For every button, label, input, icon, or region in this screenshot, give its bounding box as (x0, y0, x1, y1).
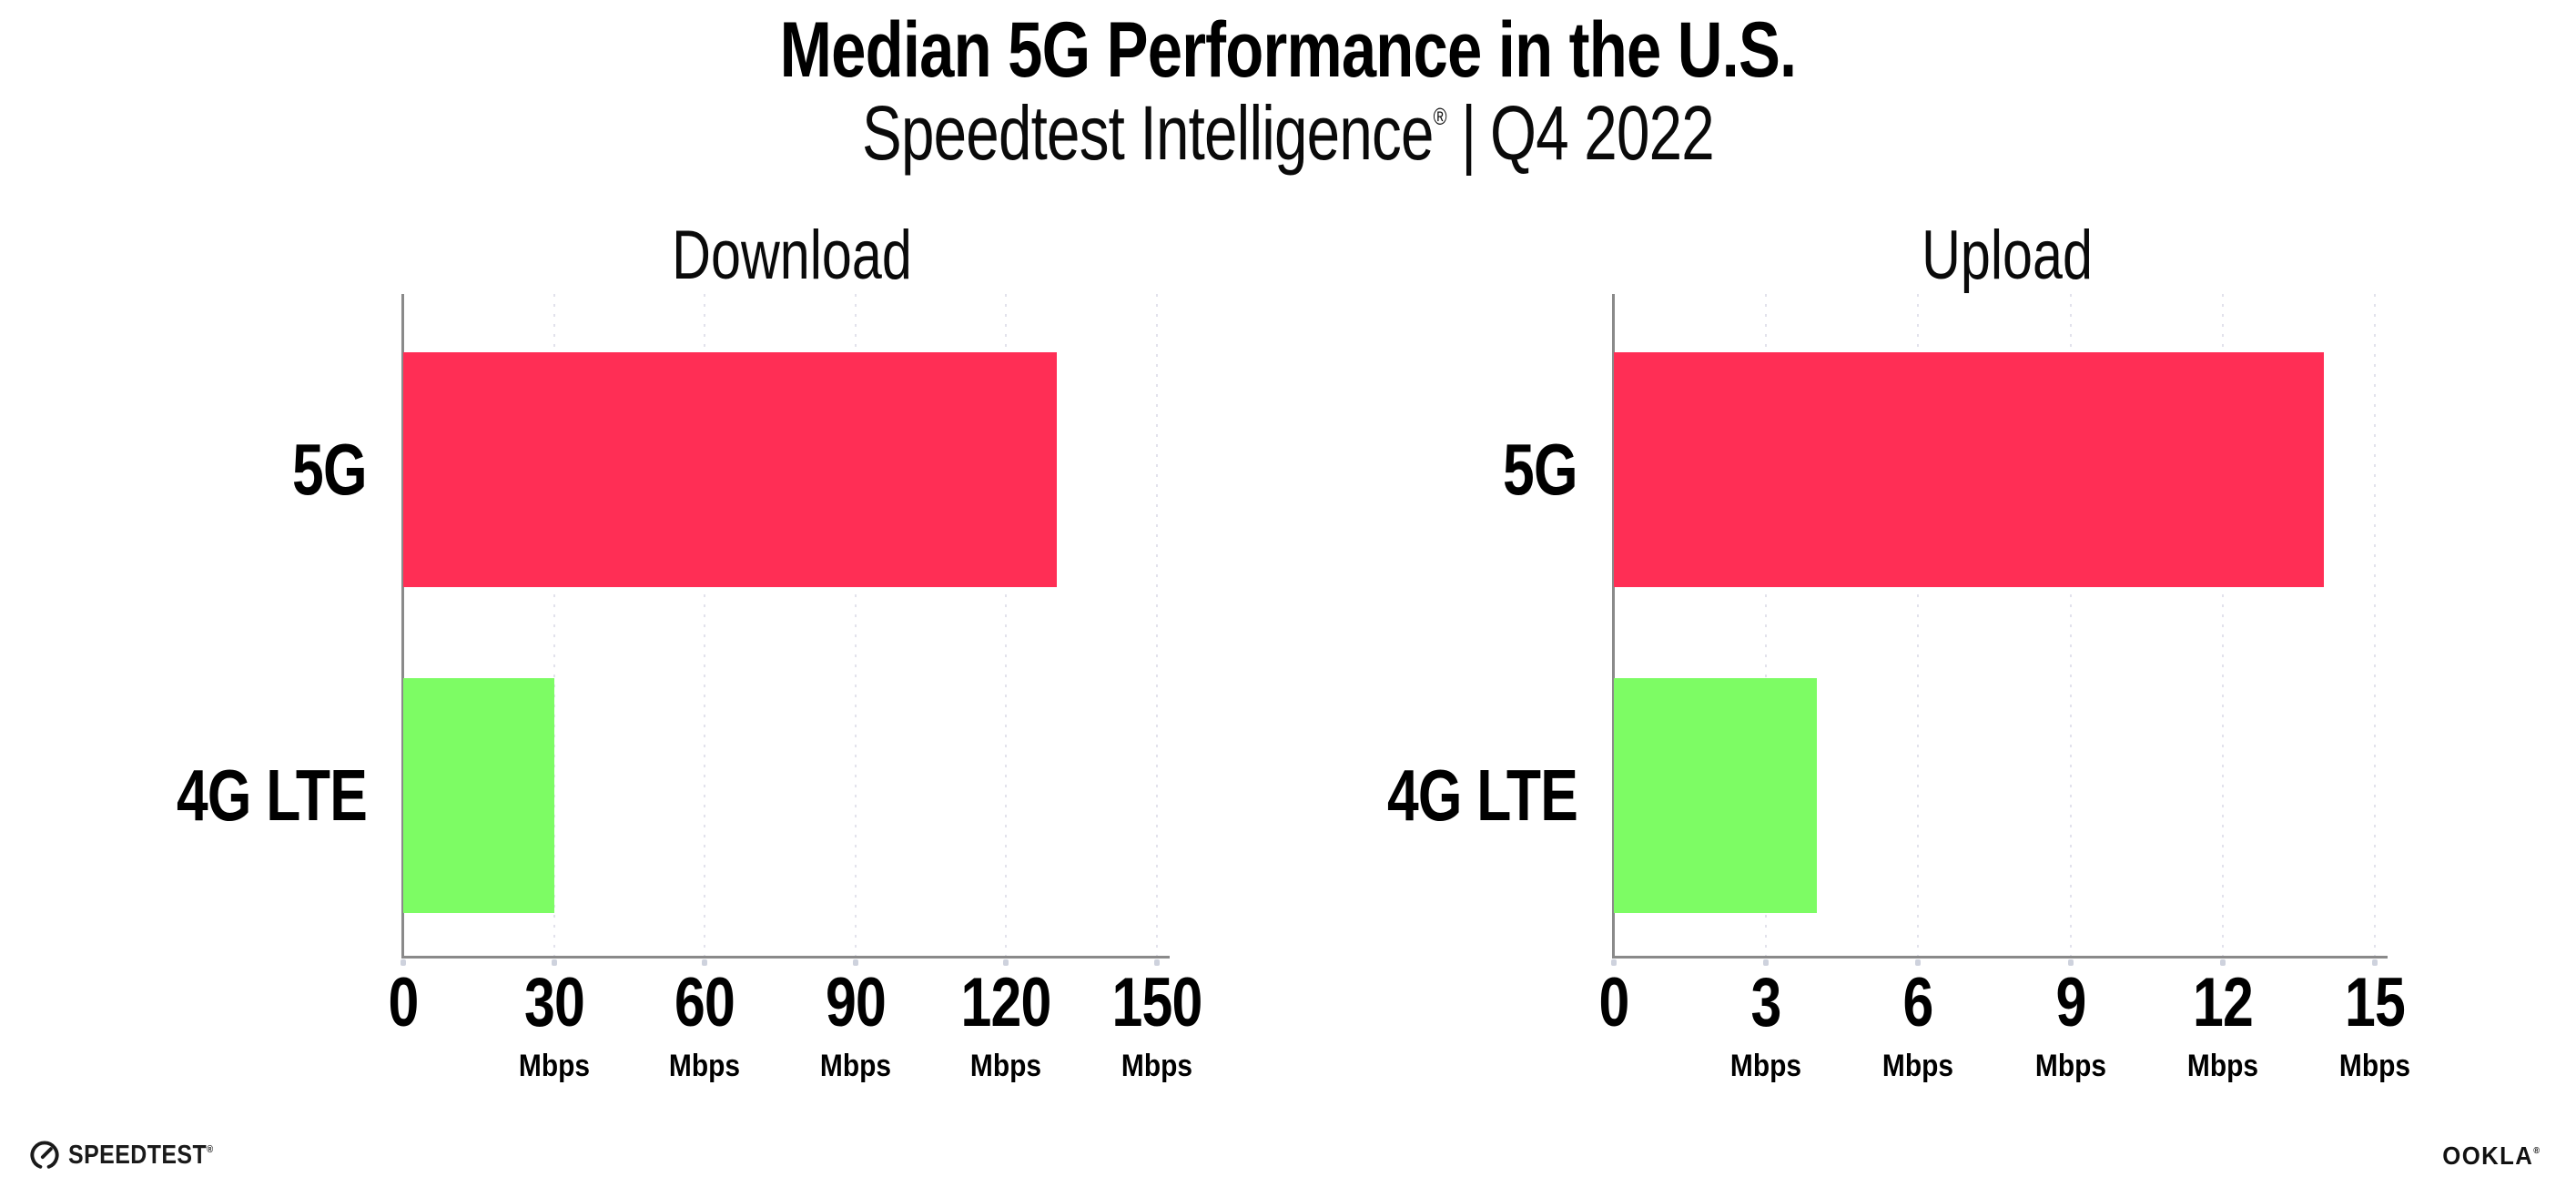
gridline (2069, 294, 2072, 956)
speedtest-wordmark: SPEEDTEST® (68, 1140, 214, 1170)
page-title: Median 5G Performance in the U.S. (779, 6, 1798, 94)
subtitle-divider: | (1461, 90, 1476, 176)
x-tick-unit: Mbps (970, 1049, 1042, 1083)
x-tick-label: 15 (2344, 964, 2406, 1041)
x-tick-unit: Mbps (2186, 1049, 2258, 1083)
x-tick-unit: Mbps (1882, 1049, 1954, 1083)
x-tick-mark (2219, 959, 2226, 966)
x-tick-unit: Mbps (2034, 1049, 2106, 1083)
page-subtitle: Speedtest Intelligence® | Q4 2022 (283, 93, 2292, 173)
gridline (1156, 294, 1158, 956)
y-axis-line (1612, 294, 1615, 959)
x-tick-label: 120 (960, 964, 1052, 1041)
upload-chart-title: Upload (1922, 217, 2093, 294)
x-tick-label: 60 (674, 964, 735, 1041)
x-tick-mark (1763, 959, 1770, 966)
x-tick-label: 150 (1111, 964, 1202, 1041)
gridline (854, 294, 857, 956)
registered-mark: ® (207, 1143, 214, 1155)
subtitle-period: Q4 2022 (1490, 90, 1715, 176)
ookla-logo: OOKLA® (2442, 1141, 2540, 1171)
x-tick-mark (1154, 959, 1160, 966)
x-tick-unit: Mbps (669, 1049, 741, 1083)
x-tick-label: 0 (388, 964, 419, 1041)
gridline (1917, 294, 1920, 956)
gridline (704, 294, 706, 956)
speedtest-logo: SPEEDTEST® (29, 1140, 238, 1171)
x-axis-line (1612, 956, 2388, 959)
bar-4g-lte (1614, 678, 1817, 913)
gridline (1005, 294, 1008, 956)
category-label-4g-lte: 4G LTE (176, 755, 368, 836)
x-tick-label: 9 (2055, 964, 2086, 1041)
x-tick-mark (1003, 959, 1009, 966)
bar-4g-lte (403, 678, 554, 913)
x-tick-label: 3 (1750, 964, 1782, 1041)
category-label-5g: 5G (1503, 429, 1577, 510)
x-tick-mark (2372, 959, 2378, 966)
x-tick-label: 6 (1902, 964, 1934, 1041)
y-axis-line (401, 294, 404, 959)
ookla-wordmark: OOKLA (2442, 1141, 2534, 1170)
x-tick-mark (702, 959, 708, 966)
x-tick-label: 12 (2192, 964, 2254, 1041)
gridline (2221, 294, 2224, 956)
registered-mark: ® (1433, 103, 1447, 130)
x-axis-line (401, 956, 1170, 959)
x-tick-mark (2067, 959, 2074, 966)
x-tick-unit: Mbps (819, 1049, 891, 1083)
x-tick-unit: Mbps (1730, 1049, 1802, 1083)
registered-mark: ® (2533, 1146, 2540, 1156)
x-tick-unit: Mbps (1121, 1049, 1193, 1083)
gridline (1765, 294, 1768, 956)
category-label-4g-lte: 4G LTE (1386, 755, 1578, 836)
x-tick-mark (1611, 959, 1617, 966)
x-tick-unit: Mbps (2338, 1049, 2411, 1083)
subtitle-brand: Speedtest Intelligence (862, 90, 1434, 176)
x-tick-mark (852, 959, 858, 966)
x-tick-label: 90 (825, 964, 887, 1041)
x-tick-label: 30 (523, 964, 585, 1041)
bar-5g (1614, 352, 2324, 587)
download-chart-title: Download (672, 217, 912, 294)
gridline (553, 294, 555, 956)
x-tick-mark (551, 959, 557, 966)
gridline (2374, 294, 2376, 956)
x-tick-label: 0 (1598, 964, 1629, 1041)
category-label-5g: 5G (292, 429, 367, 510)
x-tick-mark (1915, 959, 1922, 966)
speedtest-gauge-icon (30, 1141, 59, 1169)
x-tick-mark (401, 959, 406, 966)
x-tick-unit: Mbps (518, 1049, 590, 1083)
bar-5g (403, 352, 1057, 587)
